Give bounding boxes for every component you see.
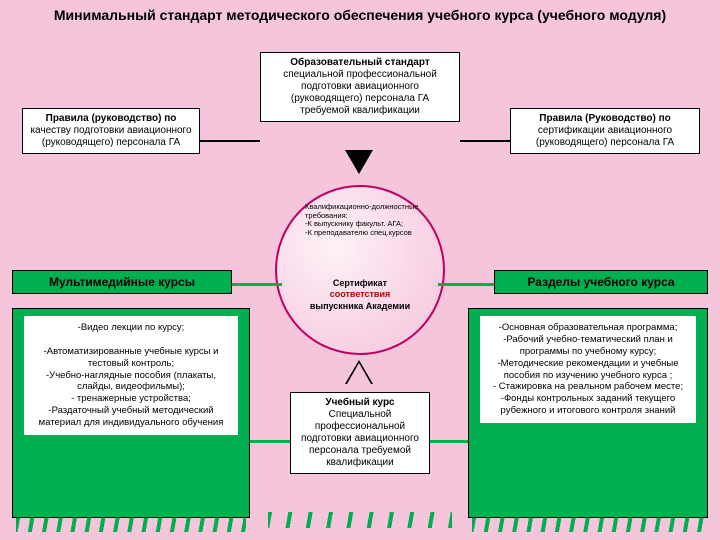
cert-line2: соответствия (298, 289, 422, 300)
connector-left-mid (232, 283, 282, 286)
right-section-header: Разделы учебного курса (494, 270, 708, 294)
left-panel-text: -Видео лекции по курсу; -Автоматизирован… (24, 316, 238, 435)
connector-right-mid (438, 283, 494, 286)
right-box-body: сертификации авиационного (руководящего)… (515, 125, 695, 149)
left-panel-hatch (16, 518, 246, 532)
left-box-body: качеству подготовки авиационного (руково… (27, 125, 195, 149)
page-title: Минимальный стандарт методического обесп… (0, 0, 720, 28)
left-section-header: Мультимедийные курсы (12, 270, 232, 294)
top-standard-box: Образовательный стандарт специальной про… (260, 52, 460, 122)
right-rules-box: Правила (Руководство) по сертификации ав… (510, 108, 700, 154)
arrow-down-outline-icon (345, 150, 373, 174)
bottom-box-header: Учебный курс (295, 397, 425, 409)
connector-right (460, 140, 510, 142)
bottom-course-box: Учебный курс Специальной профессионально… (290, 392, 430, 474)
left-box-header: Правила (руководство) по (27, 113, 195, 125)
connector-left (200, 140, 260, 142)
mid-hatch (268, 512, 452, 528)
connector-left-bottom (250, 440, 290, 443)
requirements-text: Квалификационно-должностные требования: … (305, 203, 425, 238)
right-panel-hatch (472, 518, 704, 532)
bottom-box-body: Специальной профессиональной подготовки … (295, 409, 425, 469)
arrow-up-icon (347, 363, 371, 384)
connector-right-bottom (430, 440, 468, 443)
top-box-body: специальной профессиональной подготовки … (265, 69, 455, 117)
cert-line3: выпускника Академии (298, 301, 422, 312)
top-box-header: Образовательный стандарт (265, 57, 455, 69)
certificate-text: Сертификат соответствия выпускника Акаде… (298, 278, 422, 312)
cert-line1: Сертификат (298, 278, 422, 289)
left-rules-box: Правила (руководство) по качеству подгот… (22, 108, 200, 154)
right-box-header: Правила (Руководство) по (515, 113, 695, 125)
right-panel-text: -Основная образовательная программа; -Ра… (480, 316, 696, 423)
